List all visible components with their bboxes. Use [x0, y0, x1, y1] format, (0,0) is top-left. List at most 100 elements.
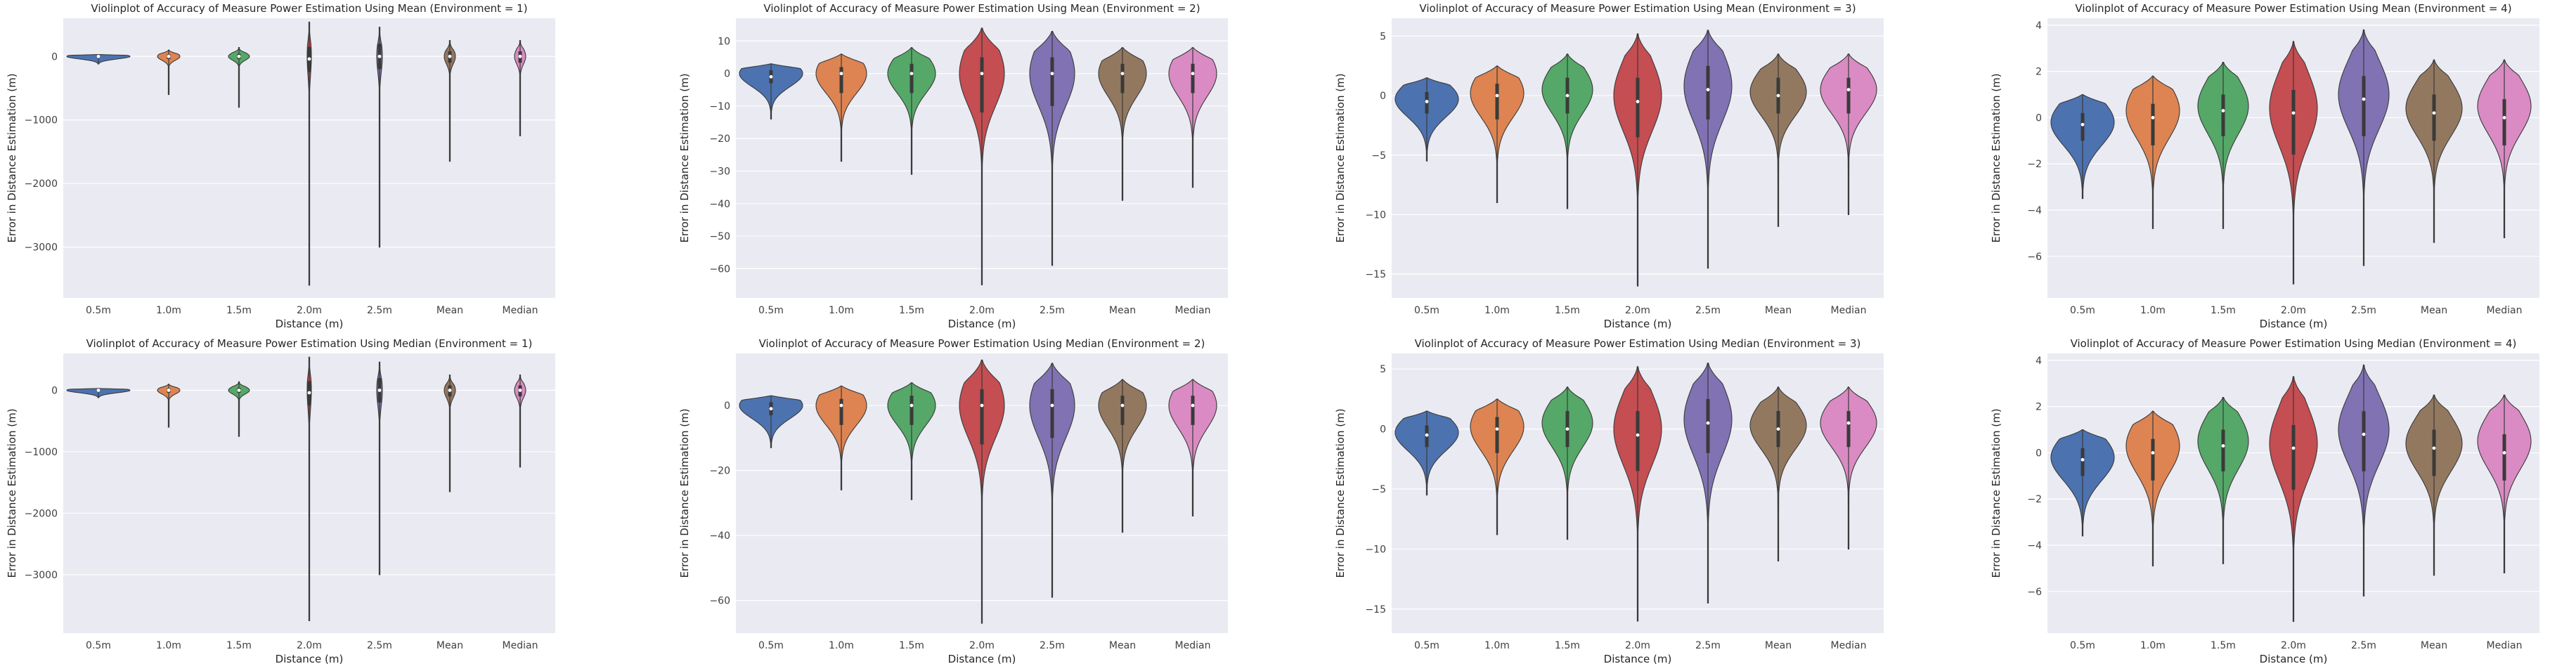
x-tick-label: 2.5m: [367, 305, 392, 316]
y-axis-label: Error in Distance Estimation (m): [1334, 73, 1347, 242]
x-tick-label: Median: [503, 305, 538, 316]
x-tick-label: 0.5m: [2070, 640, 2095, 651]
violin-median-point: [2432, 111, 2436, 115]
x-axis-label: Distance (m): [1604, 653, 1672, 665]
x-tick-label: Mean: [1109, 640, 1136, 651]
x-tick-label: 1.5m: [2211, 640, 2236, 651]
x-tick-label: 0.5m: [1414, 640, 1439, 651]
y-axis-label: Error in Distance Estimation (m): [6, 408, 18, 578]
chart-title: Violinplot of Accuracy of Measure Power …: [2071, 337, 2517, 350]
violin-iqr-box: [1120, 63, 1125, 93]
x-tick-label: 2.5m: [367, 640, 392, 651]
y-tick-label: −15: [1365, 269, 1386, 280]
x-tick-label: 1.0m: [156, 640, 181, 651]
x-tick-label: 0.5m: [86, 305, 111, 316]
x-axis-label: Distance (m): [948, 653, 1016, 665]
chart-panel: 0 −20 −40 −60 0.5m 1.0m 1.5m 2.0m 2.5m Mean Median…: [678, 337, 1228, 665]
x-tick-label: Mean: [2421, 305, 2447, 316]
violin-median-point: [448, 389, 452, 392]
chart-panel: 10 0 −10 −20 −30 −40 −50 −60 0.5m 1.0m 1.5m 2.0m 2.5…: [678, 2, 1228, 330]
y-tick-label: −5: [1371, 484, 1386, 495]
violin-median-point: [2362, 432, 2366, 436]
violin-median-point: [2432, 446, 2436, 450]
x-tick-label: Mean: [2421, 640, 2447, 651]
x-tick-label: 1.0m: [829, 305, 854, 316]
violin-iqr-box: [2151, 438, 2155, 481]
violin-iqr-box: [2080, 112, 2085, 141]
chart-panel: 5 0 −5 −10 −15 0.5m 1.0m 1.5m 2.0m 2.5m Mean Median…: [1334, 2, 1884, 330]
x-tick-label: Median: [1175, 305, 1211, 316]
y-tick-label: −60: [709, 596, 730, 607]
chart-title: Violinplot of Accuracy of Measure Power …: [91, 2, 527, 15]
violin-median-point: [237, 389, 241, 392]
violin-median-point: [910, 403, 914, 408]
violin-iqr-box: [2502, 99, 2506, 145]
violin-iqr-box: [1846, 410, 1851, 448]
y-tick-label: 4: [2035, 356, 2042, 367]
y-tick-label: 2: [2035, 402, 2042, 413]
x-tick-label: 1.5m: [899, 640, 924, 651]
violin-median-point: [518, 54, 522, 58]
x-tick-label: 1.5m: [226, 305, 252, 316]
x-tick-label: 2.0m: [969, 305, 995, 316]
violin-iqr-box: [980, 57, 984, 113]
violin-median-point: [2362, 97, 2366, 101]
violin-iqr-box: [910, 396, 914, 425]
x-tick-label: 2.0m: [2281, 640, 2306, 651]
violin-median-point: [237, 54, 241, 58]
violin-median-point: [2502, 116, 2506, 119]
x-tick-label: Mean: [436, 640, 463, 651]
violin-median-point: [839, 403, 843, 408]
x-tick-label: 1.5m: [2211, 305, 2236, 316]
violin-iqr-box: [1706, 65, 1710, 119]
violin-iqr-box: [1846, 77, 1851, 114]
violin-iqr-box: [1050, 389, 1054, 438]
violin-median-point: [980, 72, 984, 76]
x-tick-label: Median: [2487, 305, 2523, 316]
x-tick-label: 1.0m: [1484, 640, 1510, 651]
violin-iqr-box: [1050, 57, 1054, 106]
y-tick-label: −3000: [25, 242, 58, 254]
y-tick-label: −10: [1365, 544, 1386, 555]
violin-median-point: [1191, 403, 1195, 408]
x-tick-label: 0.5m: [758, 305, 784, 316]
violin-iqr-box: [2432, 429, 2436, 476]
y-tick-label: −4: [2027, 540, 2042, 552]
chart-title: Violinplot of Accuracy of Measure Power …: [763, 2, 1200, 15]
x-tick-label: 2.5m: [1040, 640, 1065, 651]
x-tick-label: 1.0m: [2140, 640, 2166, 651]
y-tick-label: 0: [724, 400, 730, 412]
y-tick-label: −60: [709, 263, 730, 275]
x-tick-label: Mean: [436, 305, 463, 316]
chart-panel: 0 −1000 −2000 −3000 0.5m 1.0m 1.5m 2.0m 2.5m Mean…: [6, 337, 555, 665]
violin-iqr-box: [1191, 63, 1195, 93]
y-tick-label: −1000: [25, 115, 58, 126]
y-tick-label: −2: [2027, 494, 2042, 505]
x-tick-label: 1.0m: [2140, 305, 2166, 316]
y-tick-label: −2: [2027, 159, 2042, 170]
violin-iqr-box: [2432, 94, 2436, 141]
violin-iqr-box: [1120, 396, 1125, 425]
y-axis-label: Error in Distance Estimation (m): [1990, 73, 2002, 242]
violin-iqr-box: [1636, 77, 1640, 138]
y-tick-label: −5: [1371, 150, 1386, 162]
violin-median-point: [307, 57, 311, 61]
y-tick-label: −30: [709, 167, 730, 178]
x-tick-label: 1.5m: [1555, 305, 1580, 316]
y-tick-label: 0: [724, 69, 730, 80]
violin-median-point: [1425, 433, 1429, 437]
x-axis-label: Distance (m): [948, 318, 1016, 330]
violin-median-point: [2080, 122, 2085, 126]
violin-median-point: [2080, 457, 2085, 462]
x-tick-label: 2.0m: [2281, 305, 2306, 316]
violin-median-point: [377, 54, 382, 58]
violin-median-point: [1565, 93, 1569, 98]
violin-median-point: [1565, 427, 1569, 431]
y-tick-label: 5: [1380, 31, 1386, 42]
violin-median-point: [2151, 116, 2155, 119]
y-tick-label: −20: [709, 466, 730, 477]
y-tick-label: −10: [1365, 209, 1386, 221]
x-tick-label: 1.0m: [829, 640, 854, 651]
violin-median-point: [1846, 421, 1851, 425]
